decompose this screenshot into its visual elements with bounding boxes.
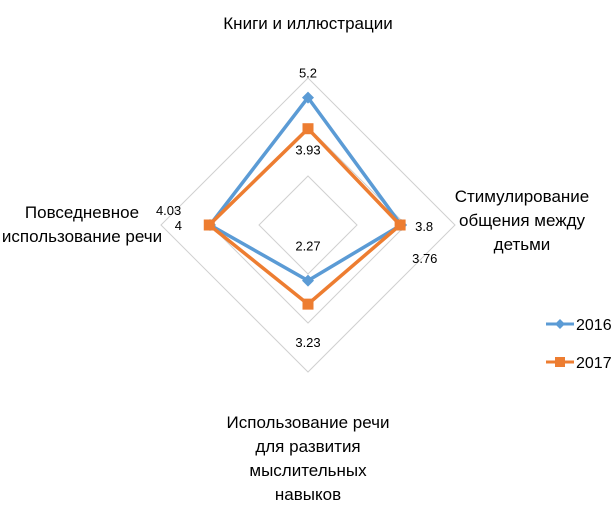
point-2017-1: [394, 219, 406, 231]
category-label-1-line-2: детьми: [494, 235, 551, 254]
legend-label-2016: 2016: [576, 317, 612, 334]
data-labels: 5.2 3.8 2.27 4 3.93 3.76 3.23 4.03: [156, 66, 437, 351]
point-2016-0: [302, 91, 314, 104]
category-label-1-line-0: Стимулирование: [455, 187, 590, 206]
point-2016-2: [302, 274, 314, 287]
category-label-2-line-1: для развития: [255, 437, 360, 456]
data-label-2016-2: 2.27: [295, 239, 320, 254]
data-label-2016-0: 5.2: [299, 66, 317, 81]
point-2017-2: [302, 298, 314, 310]
category-label-2-line-2: мыслительных: [249, 461, 367, 480]
category-label-2-line-3: навыков: [275, 485, 341, 504]
data-label-2017-1: 3.76: [412, 251, 437, 266]
point-2017-3: [203, 219, 215, 231]
data-label-2017-0: 3.93: [295, 143, 320, 158]
data-label-2017-2: 3.23: [295, 335, 320, 350]
category-label-2-line-0: Использование речи: [227, 413, 390, 432]
point-2017-0: [302, 123, 314, 135]
legend-marker-2016: [555, 319, 565, 329]
legend: 2016 2017: [546, 317, 612, 372]
category-label-3-line-0: Повседневное: [25, 203, 139, 222]
category-label-0-line-0: Книги и иллюстрации: [223, 14, 392, 33]
series-layer: [203, 91, 408, 310]
category-label-1-line-1: общения между: [459, 211, 585, 230]
legend-marker-2017: [555, 357, 565, 367]
legend-label-2017: 2017: [576, 355, 612, 372]
category-labels: Книги и иллюстрации Стимулирование общения…: [2, 14, 589, 504]
grid-ring-1: [258, 175, 358, 275]
grid-ring-3: [160, 77, 456, 373]
category-label-3-line-1: использование речи: [2, 227, 162, 246]
data-label-2016-1: 3.8: [415, 219, 433, 234]
data-label-2017-3: 4.03: [156, 203, 181, 218]
data-label-2016-3: 4: [175, 218, 182, 233]
